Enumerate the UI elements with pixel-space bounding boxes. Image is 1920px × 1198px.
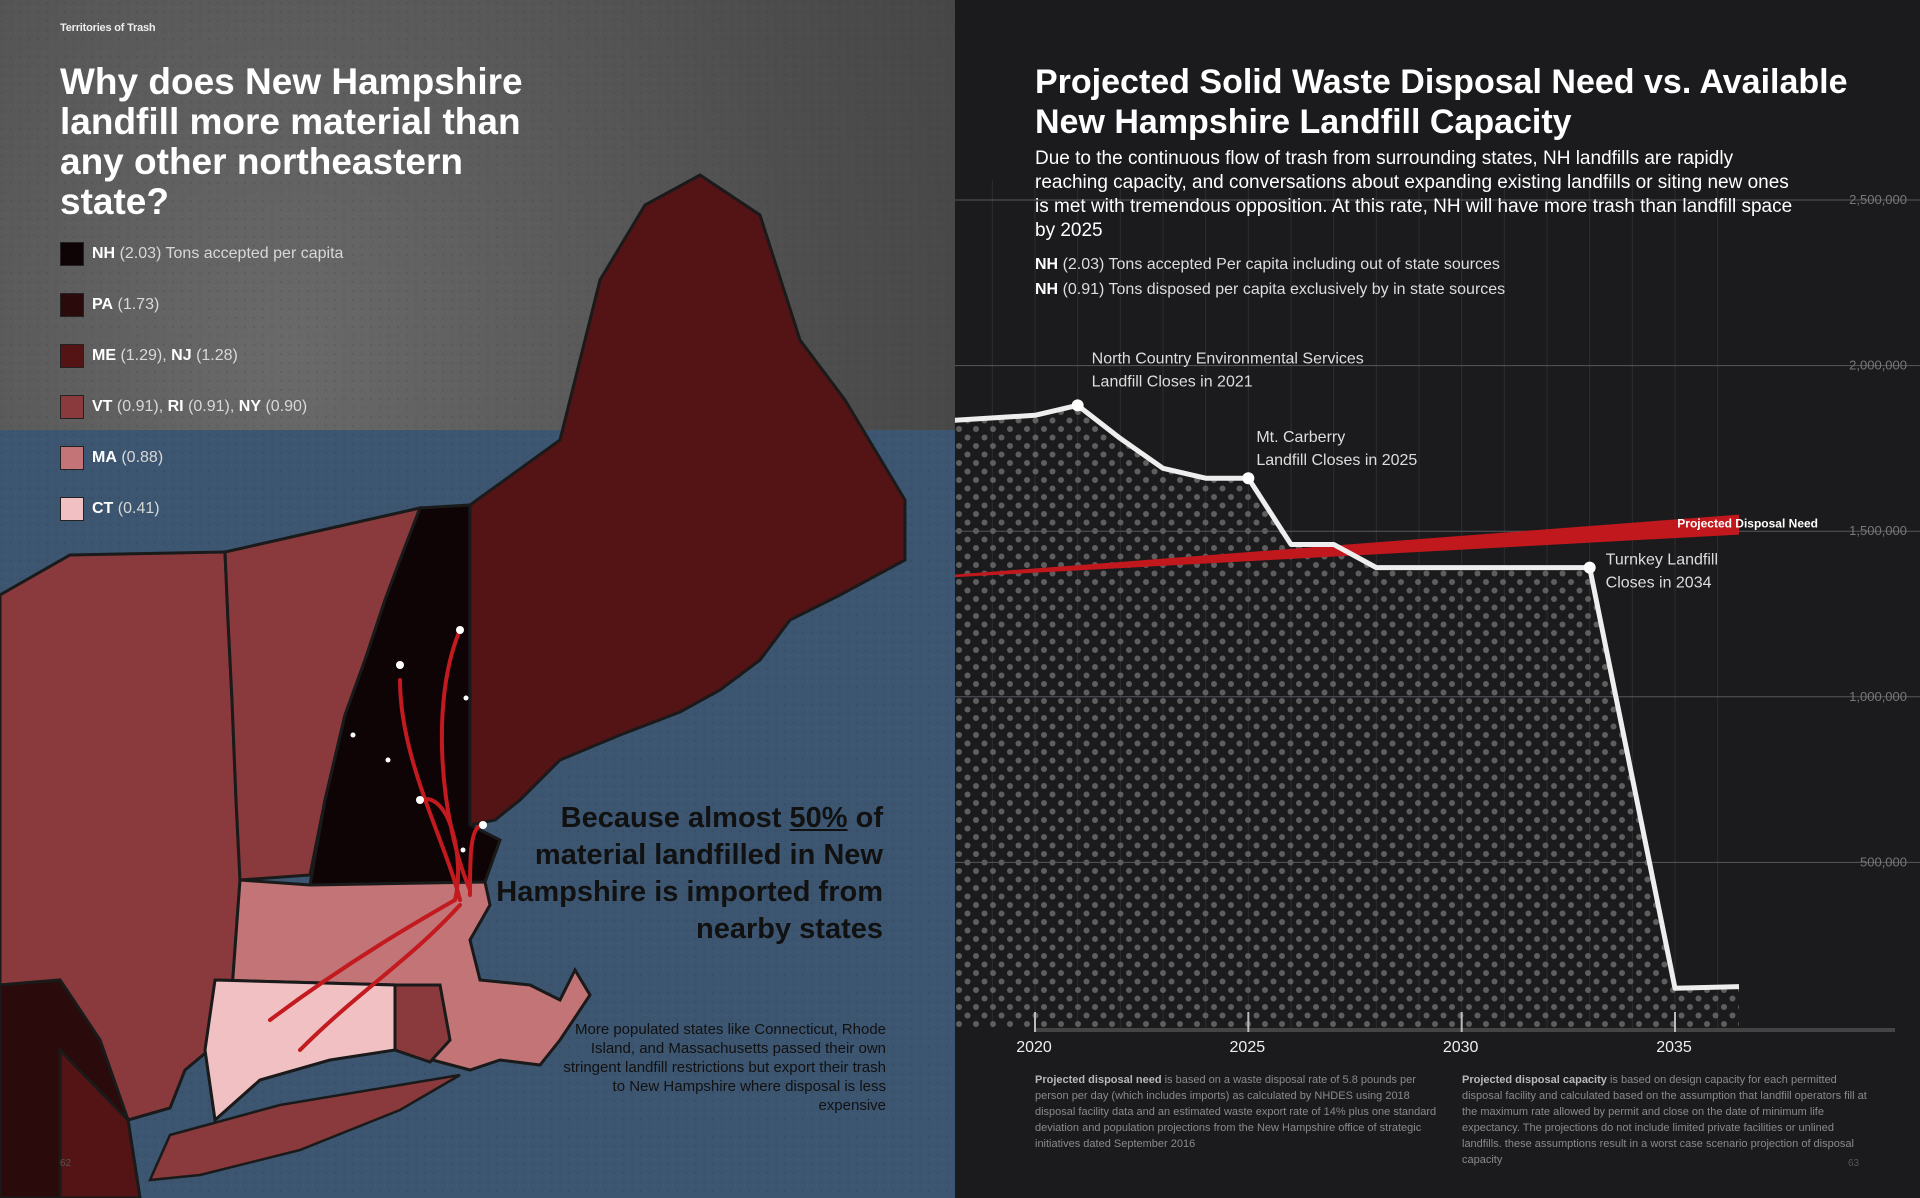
chart-annotations: North Country Environmental Services Land…: [1071, 350, 1718, 592]
legend-item-me-nj: ME (1.29), NJ (1.28): [60, 344, 343, 395]
stat-value: (0.91): [1062, 281, 1105, 298]
x-axis: 2020 2025 2030 2035: [1016, 1012, 1895, 1056]
legend-state: PA: [92, 296, 114, 313]
import-callout: Because almost 50% of material landfille…: [463, 800, 883, 948]
note-text: is based on design capacity for each per…: [1462, 1074, 1867, 1166]
note-disposal-capacity: Projected disposal capacity is based on …: [1462, 1072, 1872, 1168]
y-tick-label: 500,000: [1860, 854, 1907, 869]
legend-value: (0.88): [121, 449, 164, 466]
x-tick-label: 2035: [1656, 1039, 1692, 1056]
state-me: [468, 173, 907, 827]
legend-value: (1.29),: [120, 347, 167, 364]
stat-text: Tons disposed per capita exclusively by …: [1104, 281, 1506, 298]
chart-description: Due to the continuous flow of trash from…: [1035, 148, 1793, 241]
legend-item-ma: MA (0.88): [60, 446, 343, 497]
long-island: [147, 1073, 461, 1182]
state-ri: [393, 983, 452, 1064]
stat-text: Tons accepted Per capita including out o…: [1104, 256, 1500, 273]
legend-state: NY: [238, 398, 261, 415]
page-number-right: 63: [1848, 1158, 1860, 1169]
capacity-chart: 500,000 1,000,000 1,500,000 2,000,000 2,500,…: [955, 180, 1920, 1056]
left-page-title: Why does New Hampshire landfill more mat…: [60, 61, 523, 222]
note-disposal-need: Projected disposal need is based on a wa…: [1035, 1072, 1440, 1152]
legend-item-ct: CT (0.41): [60, 497, 343, 548]
right-page: 500,000 1,000,000 1,500,000 2,000,000 2,500,…: [955, 0, 1920, 1198]
annotation-label: Turnkey Landfill: [1606, 552, 1718, 569]
x-tick-label: 2020: [1016, 1039, 1052, 1056]
callout-subtext: More populated states like Connecticut, …: [563, 1021, 886, 1114]
callout-highlight: 50%: [789, 802, 848, 834]
trash-flow-arrows: [268, 628, 482, 1052]
state-nj: [58, 1046, 142, 1198]
legend-state: VT: [92, 398, 113, 415]
callout-pre: Because almost: [560, 802, 790, 834]
note-bold: Projected disposal need: [1035, 1074, 1162, 1086]
annotation-label: Mt. Carberry: [1256, 429, 1345, 446]
legend-state: CT: [92, 500, 114, 517]
legend-swatch: [60, 395, 84, 419]
annotation-label: Landfill Closes in 2025: [1256, 452, 1417, 469]
stat-label: NH: [1035, 281, 1059, 298]
y-tick-label: 2,500,000: [1849, 192, 1907, 207]
legend-state: RI: [167, 398, 184, 415]
left-page: Territories of Trash Why does New Hampsh…: [0, 0, 955, 1198]
state-nh: [308, 503, 502, 887]
page-number-left: 62: [60, 1158, 72, 1169]
callout-post: of material landfilled in New Hampshire …: [496, 802, 883, 945]
landfill-closure-point: [1071, 399, 1084, 412]
note-text: is based on a waste disposal rate of 5.8…: [1035, 1074, 1437, 1150]
need-series-label: Projected Disposal Need: [1677, 517, 1818, 531]
landfill-closure-point: [1242, 472, 1255, 485]
annotation-label: Closes in 2034: [1606, 575, 1712, 592]
x-tick-label: 2030: [1443, 1039, 1479, 1056]
legend-swatch: [60, 446, 84, 470]
y-tick-label: 1,500,000: [1849, 523, 1907, 538]
x-tick-label: 2025: [1230, 1039, 1266, 1056]
legend-swatch: [60, 293, 84, 317]
stat-accepted: NH (2.03) Tons accepted Per capita inclu…: [1035, 256, 1500, 274]
legend-swatch: [60, 242, 84, 266]
legend-value: (0.41): [117, 500, 160, 517]
legend-value: (0.90): [265, 398, 308, 415]
landfill-points: [350, 626, 487, 853]
northeast-map: [0, 0, 955, 1198]
running-head: Territories of Trash: [60, 22, 156, 34]
legend-state: NH: [92, 245, 116, 262]
annotation-label: North Country Environmental Services: [1092, 350, 1364, 367]
y-tick-label: 1,000,000: [1849, 689, 1907, 704]
landfill-closure-point: [1583, 561, 1596, 574]
stat-label: NH: [1035, 256, 1059, 273]
note-bold: Projected disposal capacity: [1462, 1074, 1607, 1086]
stat-disposed: NH (0.91) Tons disposed per capita exclu…: [1035, 281, 1505, 299]
need-series-line: [955, 514, 1739, 578]
annotation-label: Landfill Closes in 2021: [1092, 373, 1253, 390]
legend-state: ME: [92, 347, 116, 364]
y-tick-label: 2,000,000: [1849, 358, 1907, 373]
legend-state: NJ: [171, 347, 192, 364]
right-page-title: Projected Solid Waste Disposal Need vs. …: [1035, 63, 1848, 141]
legend-suffix: Tons accepted per capita: [161, 245, 344, 262]
legend-swatch: [60, 344, 84, 368]
legend-swatch: [60, 497, 84, 521]
legend-value: (1.28): [196, 347, 238, 364]
stat-value: (2.03): [1062, 256, 1105, 273]
legend-item-pa: PA (1.73): [60, 293, 343, 344]
legend-state: MA: [92, 449, 117, 466]
legend-item-nh: NH (2.03) Tons accepted per capita: [60, 242, 343, 293]
legend-value: (1.73): [117, 296, 160, 313]
legend-value: (2.03): [119, 245, 162, 262]
y-axis: 500,000 1,000,000 1,500,000 2,000,000 2,500,…: [955, 192, 1920, 869]
legend-value: (0.91),: [188, 398, 235, 415]
map-legend: NH (2.03) Tons accepted per capita PA (1…: [60, 242, 343, 548]
legend-item-vt-ri-ny: VT (0.91), RI (0.91), NY (0.90): [60, 395, 343, 446]
legend-value: (0.91),: [116, 398, 164, 415]
